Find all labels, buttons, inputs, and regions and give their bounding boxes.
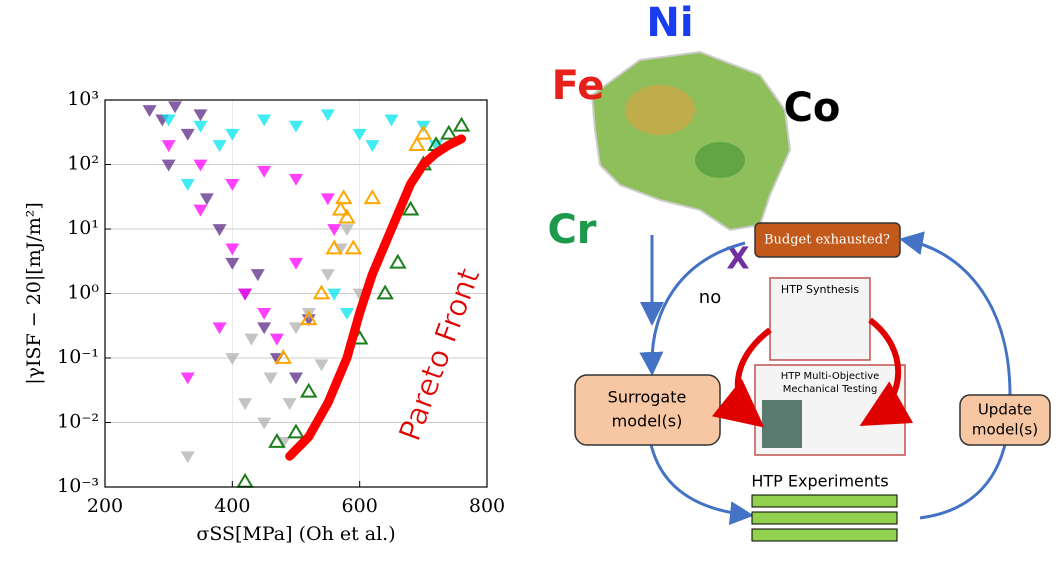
map-patch	[625, 85, 695, 135]
experiment-bar	[752, 529, 897, 541]
experiments-label: HTP Experiments	[751, 472, 888, 491]
update-label: Update	[978, 401, 1032, 419]
x-tick-label: 800	[469, 495, 505, 517]
surrogate-box	[575, 375, 720, 445]
y-tick-label: 10⁻²	[57, 411, 99, 433]
x-tick-label: 200	[87, 495, 123, 517]
y-tick-label: 10⁰	[67, 282, 99, 304]
map-patch	[695, 142, 745, 178]
y-tick-label: 10³	[67, 88, 99, 110]
specimen-grid	[762, 400, 802, 448]
y-tick-label: 10⁻³	[57, 475, 99, 497]
element-label: Fe	[552, 63, 605, 109]
arrow	[905, 240, 1010, 395]
y-tick-label: 10⁻¹	[57, 346, 99, 368]
surrogate-label: Surrogate	[608, 388, 687, 407]
decision-label: Budget exhausted?	[764, 233, 890, 248]
y-axis-label: |γISF − 20|[mJ/m²]	[23, 202, 45, 385]
element-label: Ni	[646, 0, 693, 46]
no-label: no	[699, 287, 721, 308]
testing-label: HTP Multi-Objective	[781, 371, 880, 382]
y-tick-label: 10²	[67, 153, 99, 175]
page: {"chart_data": {"type": "scatter", "xlab…	[0, 0, 1059, 561]
arrow	[650, 440, 748, 515]
element-label: Co	[784, 85, 841, 131]
x-tick-label: 600	[342, 495, 378, 517]
experiment-bar	[752, 512, 897, 524]
surrogate-label: model(s)	[612, 412, 683, 431]
x-axis-label: σSS[MPa] (Oh et al.)	[196, 523, 395, 545]
synthesis-label: HTP Synthesis	[781, 283, 859, 296]
testing-label: Mechanical Testing	[783, 384, 878, 395]
element-label: Cr	[547, 207, 596, 253]
update-label: model(s)	[972, 421, 1038, 439]
y-tick-label: 10¹	[67, 217, 99, 239]
figure: 10⁻³10⁻²10⁻¹10⁰10¹10²10³200400600800Pare…	[0, 0, 1059, 557]
composition-map	[592, 52, 790, 230]
experiment-bar	[752, 495, 897, 507]
x-tick-label: 400	[214, 495, 250, 517]
